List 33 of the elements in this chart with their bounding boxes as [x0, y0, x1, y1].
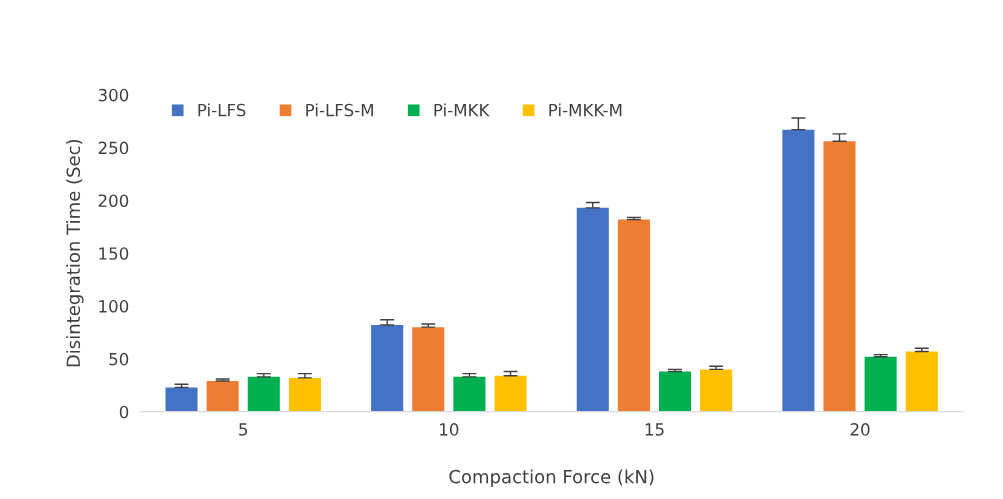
bar	[371, 325, 404, 412]
legend-label: Pi-LFS	[198, 103, 246, 117]
bar	[165, 387, 198, 412]
bar	[247, 376, 280, 412]
legend-label: Pi-MKK	[434, 103, 490, 117]
bar	[782, 129, 815, 412]
bar	[494, 375, 527, 412]
y-axis-title: Disintegration Time (Sec)	[66, 139, 84, 367]
bar	[617, 219, 650, 412]
y-tick-label: 100	[99, 300, 129, 313]
y-tick-label: 150	[99, 247, 129, 260]
x-tick-label: 10	[440, 423, 459, 436]
bar	[658, 371, 692, 412]
bar	[700, 369, 733, 412]
bar	[206, 381, 239, 412]
y-tick-label: 50	[109, 352, 129, 366]
x-tick-label: 5	[239, 423, 248, 436]
x-tick-label: 15	[645, 423, 664, 436]
bar	[823, 141, 856, 412]
y-tick-label: 0	[119, 405, 129, 419]
bar	[288, 377, 321, 412]
bar	[864, 356, 897, 412]
bar	[905, 351, 938, 412]
bar	[576, 207, 609, 412]
legend-label: Pi-LFS-M	[306, 103, 373, 117]
legend-label: Pi-MKK-M	[549, 103, 622, 117]
x-tick-label: 20	[850, 423, 870, 436]
y-tick-label: 250	[98, 141, 129, 155]
bar	[412, 327, 445, 412]
y-tick-label: 200	[98, 194, 129, 207]
y-tick-label: 300	[98, 88, 129, 102]
x-axis-title: Compaction Force (kN)	[449, 469, 654, 487]
bar	[453, 376, 486, 412]
